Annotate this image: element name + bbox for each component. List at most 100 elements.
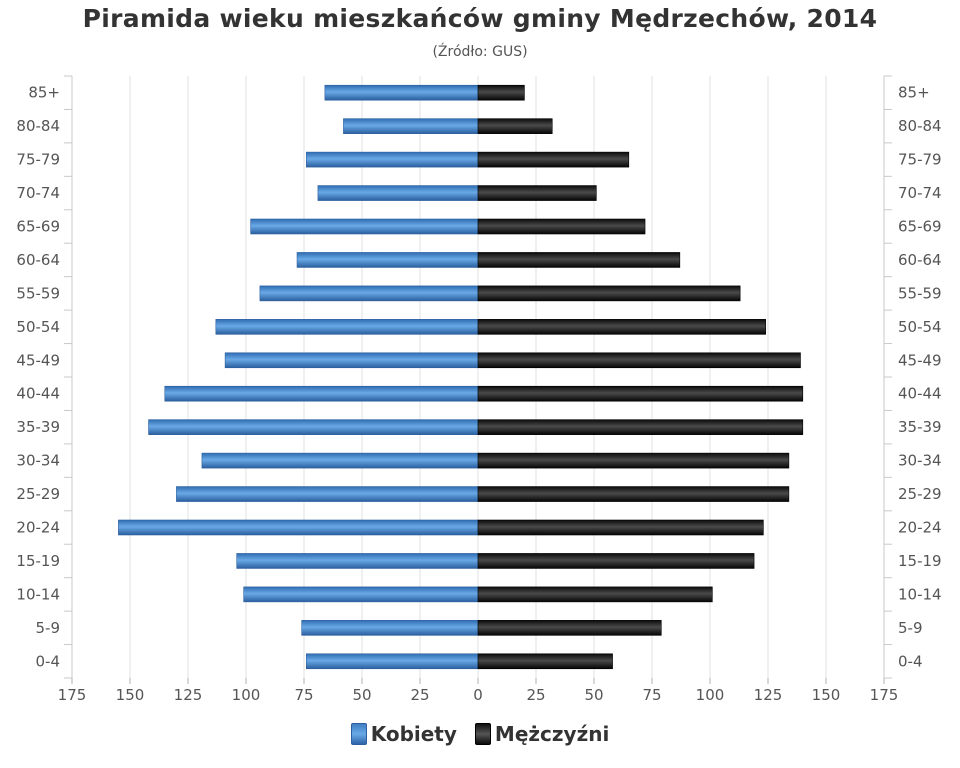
bar-men[interactable] [477,118,553,134]
category-label-left: 20-24 [16,519,60,537]
chart-subtitle: (Źródło: GUS) [432,44,528,60]
bar-men[interactable] [477,452,790,469]
bar-women[interactable] [296,252,479,268]
bar-men[interactable] [477,385,804,402]
bar-women[interactable] [118,519,479,536]
legend-item-women[interactable]: Kobiety [350,722,457,746]
category-label-left: 30-34 [16,452,60,470]
category-label-left: 80-84 [16,117,60,135]
x-tick-label: 125 [754,686,783,704]
category-label-left: 85+ [28,84,60,102]
category-label-right: 15-19 [898,552,942,570]
x-tick-label: 150 [116,686,145,704]
category-label-right: 60-64 [898,251,942,269]
bar-women[interactable] [301,620,479,636]
bar-women[interactable] [259,285,479,302]
bar-women[interactable] [343,118,479,134]
legend-swatch-men [474,723,491,745]
bar-men[interactable] [477,620,662,636]
bar-men[interactable] [477,419,804,435]
axes [64,75,892,684]
legend: Kobiety Mężczyźni [0,722,960,746]
category-label-right: 10-14 [898,585,942,603]
category-label-right: 5-9 [898,619,923,637]
axis-labels: 175 150 125 100 75 50 25 0 25 50 75 100 125 150 175 85+… [16,84,941,704]
legend-label-men: Mężczyźni [494,722,610,746]
category-label-left: 65-69 [16,218,60,236]
category-label-right: 30-34 [898,452,942,470]
x-tick-label: 150 [812,686,841,704]
category-label-right: 25-29 [898,485,942,503]
bar-women[interactable] [148,419,479,435]
bar-women[interactable] [306,151,479,168]
bar-women[interactable] [164,385,479,402]
legend-item-men[interactable]: Mężczyźni [474,722,610,746]
category-label-right: 35-39 [898,418,942,436]
category-label-left: 40-44 [16,385,60,403]
legend-swatch-women [350,723,367,745]
bar-men[interactable] [477,252,681,268]
category-label-left: 75-79 [16,151,60,169]
category-label-left: 5-9 [36,619,61,637]
category-label-right: 75-79 [898,151,942,169]
x-tick-label: 50 [584,686,603,704]
bar-women[interactable] [201,452,479,469]
bar-men[interactable] [477,586,713,603]
x-tick-label: 75 [642,686,661,704]
bar-men[interactable] [477,319,766,335]
x-tick-label: 100 [232,686,261,704]
bars [118,84,804,670]
category-label-right: 70-74 [898,184,942,202]
category-label-right: 85+ [898,84,930,102]
bar-men[interactable] [477,84,525,101]
category-label-left: 25-29 [16,485,60,503]
x-tick-label: 25 [526,686,545,704]
bar-men[interactable] [477,486,790,502]
bar-women[interactable] [306,653,479,670]
bar-men[interactable] [477,218,646,235]
bar-women[interactable] [236,553,479,569]
category-label-right: 0-4 [898,652,923,670]
category-label-left: 0-4 [36,652,61,670]
bar-men[interactable] [477,185,597,201]
category-label-left: 50-54 [16,318,60,336]
bar-women[interactable] [224,352,479,369]
category-label-right: 80-84 [898,117,942,135]
legend-label-women: Kobiety [370,722,457,746]
x-tick-label: 75 [294,686,313,704]
bar-men[interactable] [477,151,630,168]
category-label-left: 15-19 [16,552,60,570]
x-tick-label: 25 [410,686,429,704]
bar-women[interactable] [243,586,479,603]
category-label-left: 55-59 [16,284,60,302]
bar-women[interactable] [176,486,479,502]
category-label-left: 70-74 [16,184,60,202]
category-label-right: 45-49 [898,351,942,369]
category-label-left: 60-64 [16,251,60,269]
category-label-right: 50-54 [898,318,942,336]
chart-title: Piramida wieku mieszkańców gminy Mędrzec… [82,4,878,33]
category-label-left: 45-49 [16,351,60,369]
bar-men[interactable] [477,553,755,569]
x-tick-label: 175 [58,686,87,704]
bar-women[interactable] [317,185,479,201]
bar-men[interactable] [477,653,613,670]
x-tick-label: 125 [174,686,203,704]
bar-women[interactable] [215,319,479,335]
x-tick-label: 50 [352,686,371,704]
category-label-left: 10-14 [16,585,60,603]
category-label-left: 35-39 [16,418,60,436]
bar-men[interactable] [477,519,764,536]
category-label-right: 20-24 [898,519,942,537]
category-label-right: 55-59 [898,284,942,302]
category-label-right: 40-44 [898,385,942,403]
bar-men[interactable] [477,285,741,302]
x-tick-label: 100 [696,686,725,704]
bar-men[interactable] [477,352,801,369]
x-tick-label: 0 [473,686,483,704]
category-label-right: 65-69 [898,218,942,236]
x-tick-label: 175 [870,686,899,704]
bar-women[interactable] [250,218,479,235]
bar-women[interactable] [324,84,479,101]
